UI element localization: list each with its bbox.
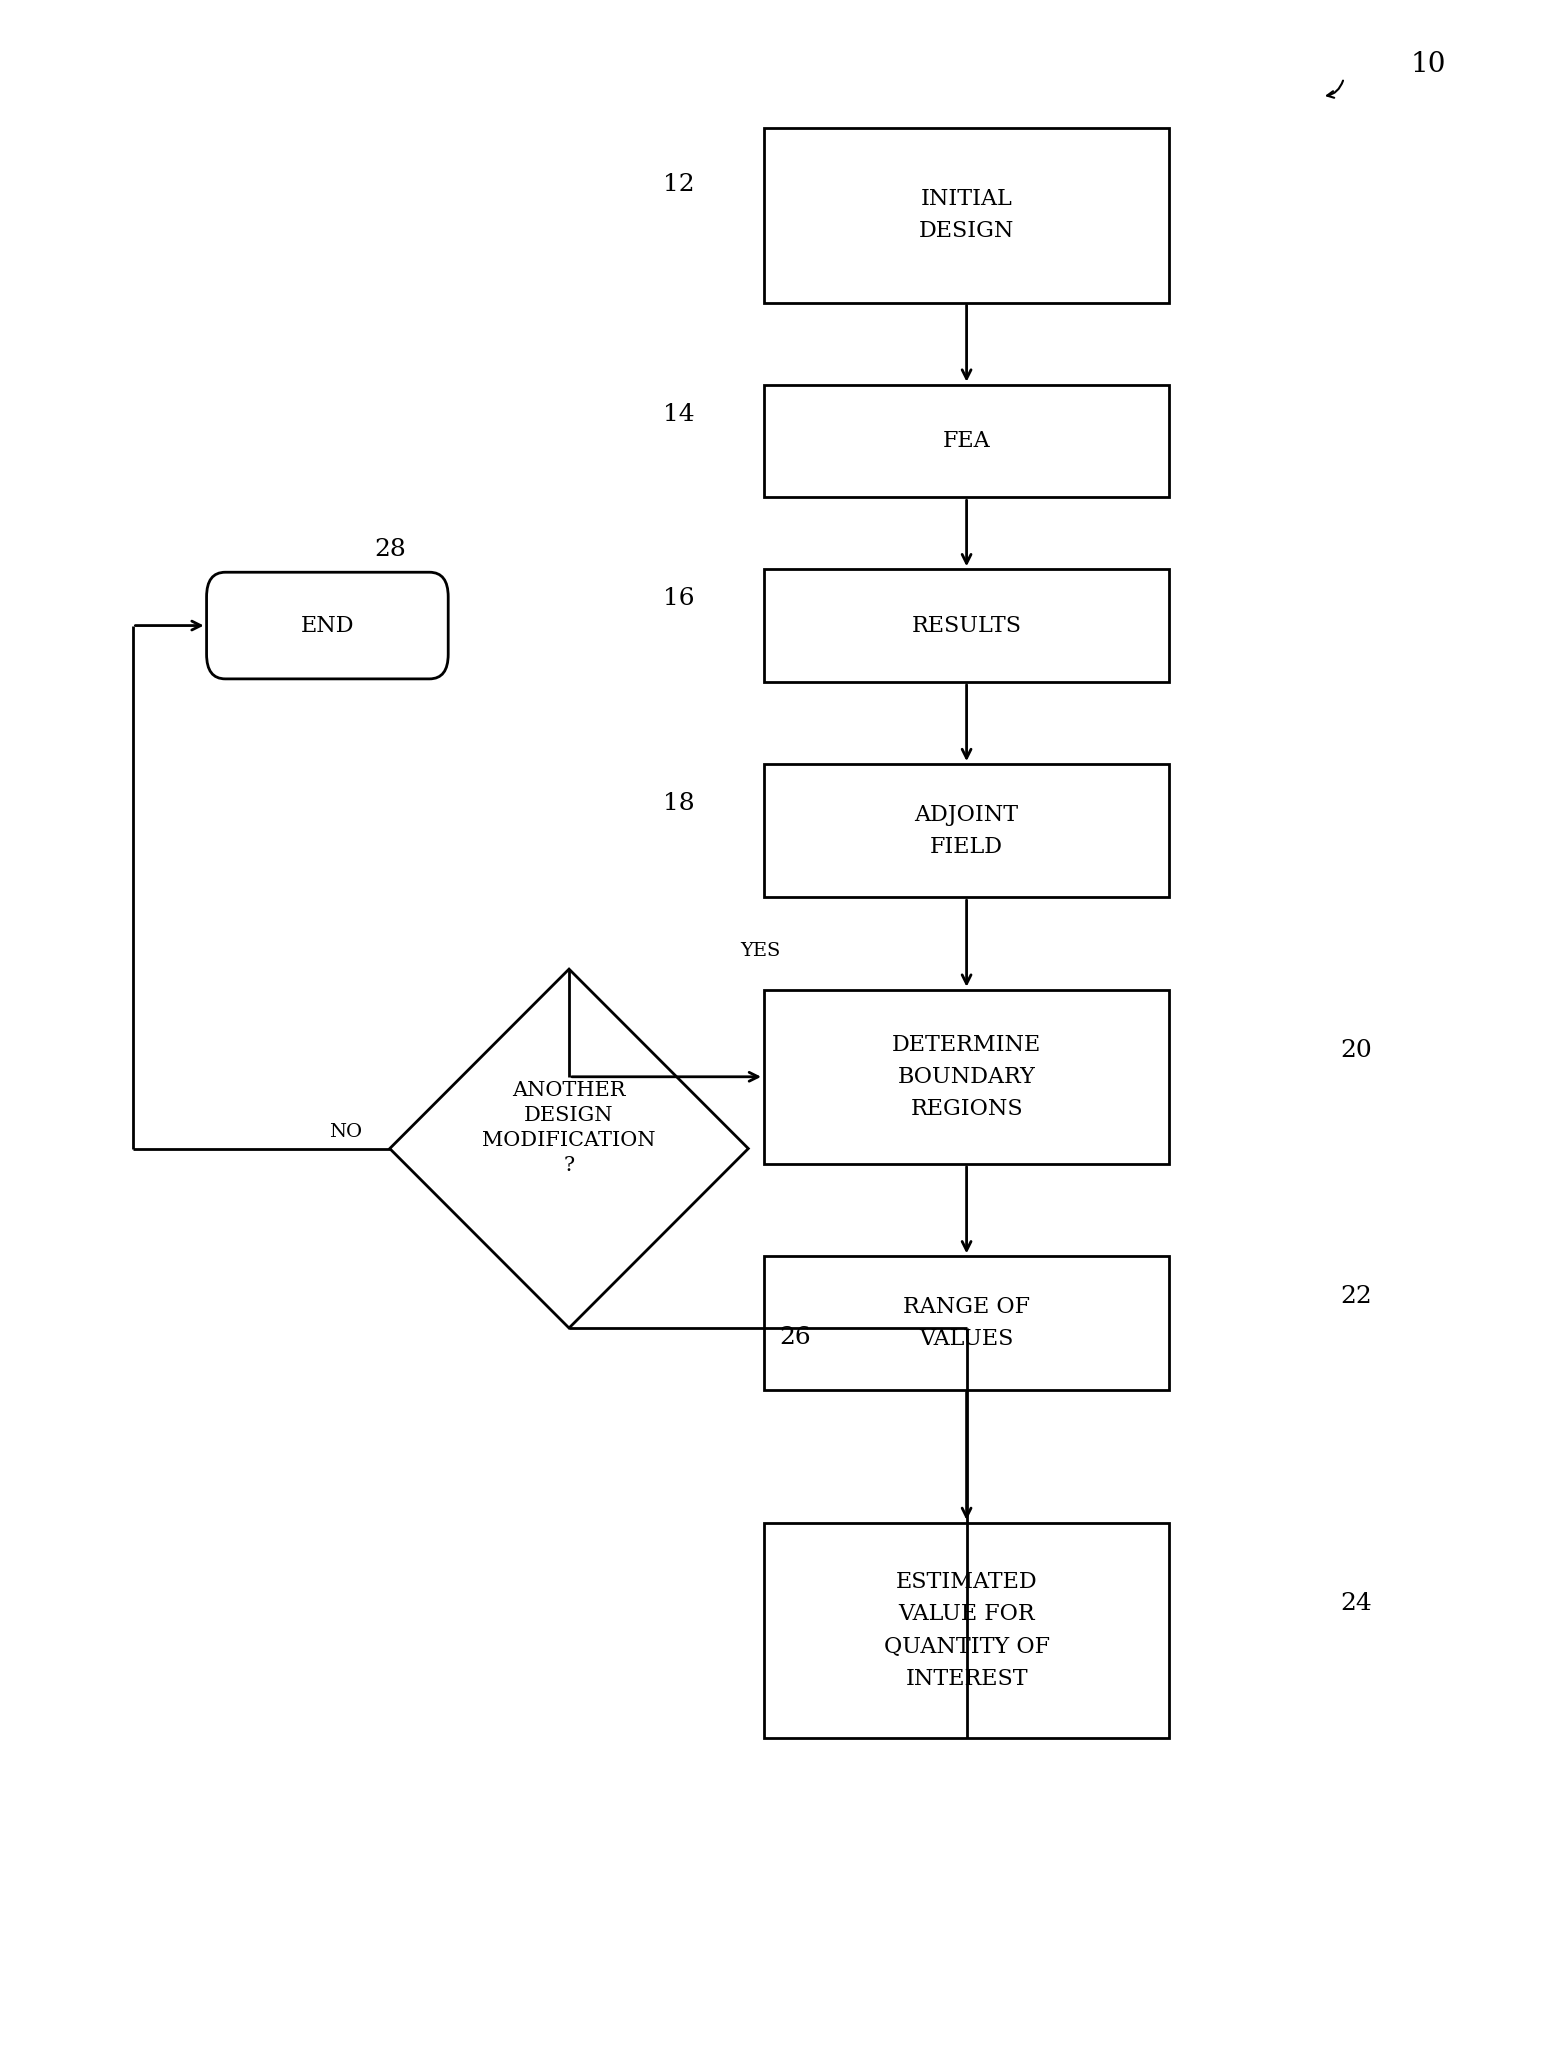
Text: 28: 28 (374, 537, 405, 562)
Polygon shape (390, 970, 748, 1329)
Text: 12: 12 (663, 172, 694, 197)
Text: 18: 18 (663, 792, 694, 816)
FancyBboxPatch shape (764, 1522, 1169, 1739)
FancyBboxPatch shape (764, 384, 1169, 496)
Text: ESTIMATED
VALUE FOR
QUANTITY OF
INTEREST: ESTIMATED VALUE FOR QUANTITY OF INTEREST (884, 1571, 1049, 1690)
Text: 22: 22 (1341, 1284, 1372, 1309)
Text: 24: 24 (1341, 1592, 1372, 1616)
FancyBboxPatch shape (764, 568, 1169, 681)
Text: DETERMINE
BOUNDARY
REGIONS: DETERMINE BOUNDARY REGIONS (892, 1034, 1041, 1120)
Text: 14: 14 (663, 402, 694, 427)
FancyBboxPatch shape (764, 127, 1169, 304)
Text: RANGE OF
VALUES: RANGE OF VALUES (903, 1296, 1030, 1350)
FancyBboxPatch shape (764, 991, 1169, 1165)
Text: ADJOINT
FIELD: ADJOINT FIELD (915, 804, 1018, 857)
Text: 16: 16 (663, 587, 694, 611)
Text: FEA: FEA (943, 431, 990, 451)
Text: 20: 20 (1341, 1038, 1372, 1062)
Text: NO: NO (329, 1124, 362, 1140)
FancyBboxPatch shape (764, 765, 1169, 898)
Text: YES: YES (741, 941, 781, 960)
FancyBboxPatch shape (764, 1255, 1169, 1391)
Text: RESULTS: RESULTS (912, 615, 1021, 636)
Text: INITIAL
DESIGN: INITIAL DESIGN (918, 189, 1015, 242)
Text: 26: 26 (780, 1325, 811, 1350)
FancyBboxPatch shape (207, 572, 449, 679)
Text: 10: 10 (1411, 51, 1447, 78)
Text: ANOTHER
DESIGN
MODIFICATION
?: ANOTHER DESIGN MODIFICATION ? (482, 1081, 656, 1175)
Text: END: END (301, 615, 354, 636)
